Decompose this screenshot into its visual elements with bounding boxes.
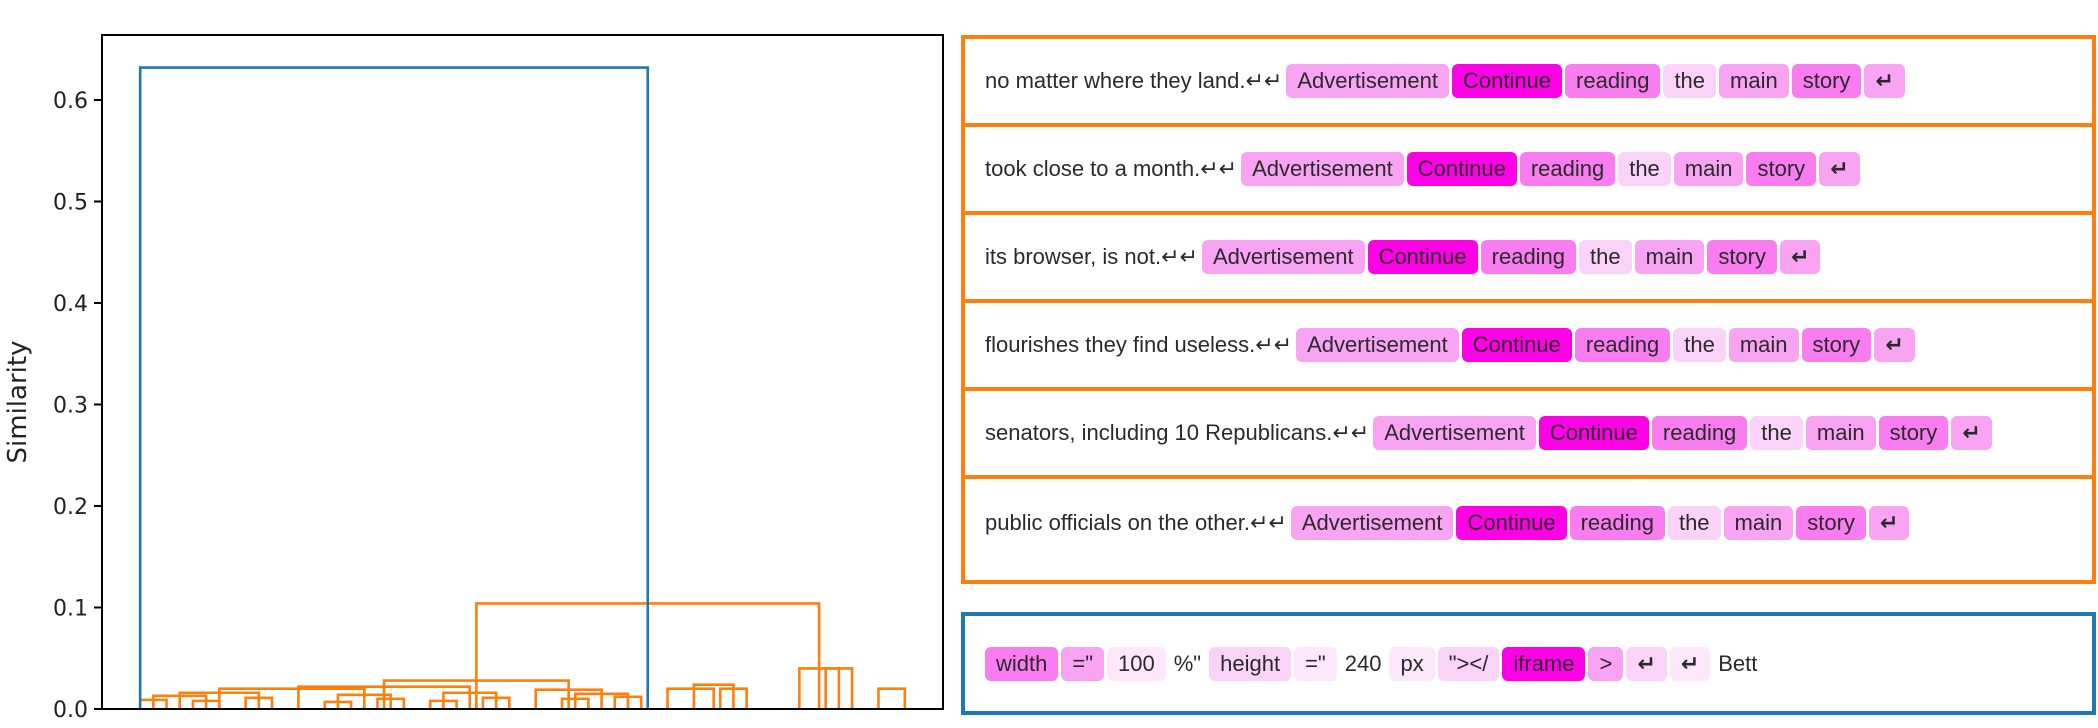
dendrogram-link [666, 687, 715, 709]
token-chip: story [1801, 328, 1872, 362]
token-chip: height [1209, 646, 1292, 681]
text-snippet-row: no matter where they land.↵↵ Advertisemen… [965, 39, 2092, 127]
text-snippet-row: senators, including 10 Republicans.↵↵ Adv… [965, 391, 2092, 479]
token-chip: reading [1480, 240, 1577, 274]
token-chip: reading [1651, 416, 1748, 450]
token-chip: Advertisement [1373, 416, 1536, 450]
dendrogram-svg: 0.0 0.1 0.2 0.3 0.4 0.5 0.6 Similarity [3, 34, 944, 723]
token-chip: 240 [1344, 650, 1382, 676]
token-chip: ↵ [1864, 64, 1905, 98]
token-chip: the [1667, 506, 1721, 540]
snippet-prefix: flourishes they find useless.↵↵ [985, 332, 1293, 357]
token-chip: reading [1569, 506, 1665, 540]
text-snippet-row: its browser, is not.↵↵ Advertisement Conti… [965, 215, 2092, 303]
token-chip: ↵ [1626, 646, 1667, 681]
token-chip: the [1663, 64, 1717, 98]
dendrogram-link [692, 683, 735, 709]
token-chip: ↵ [1868, 506, 1910, 540]
token-chip: ↵ [1951, 416, 1992, 450]
token-chip: Advertisement [1290, 506, 1454, 540]
y-tick-label: 0.0 [53, 698, 88, 723]
token-chip: reading [1565, 64, 1661, 98]
token-chip: the [1673, 328, 1726, 362]
token-chip: main [1723, 506, 1794, 540]
token-chip: Continue [1461, 328, 1572, 362]
token-chip: Continue [1451, 64, 1563, 98]
y-tick-label: 0.2 [53, 495, 88, 520]
token-chip: "></ [1437, 646, 1500, 681]
y-tick-label: 0.4 [53, 292, 88, 317]
blue-cluster-panel: width =" 100 %" height =" 240 px "></iframe > ↵ ↵ Be… [961, 612, 2096, 715]
text-snippet-row: flourishes they find useless.↵↵ Advertise… [965, 303, 2092, 391]
token-chip: width [985, 646, 1059, 681]
token-chip: story [1796, 506, 1866, 540]
token-chip: ↵ [1819, 152, 1860, 186]
token-chip: %" [1173, 650, 1202, 676]
snippet-prefix: its browser, is not.↵↵ [985, 244, 1198, 269]
token-chip: story [1707, 240, 1777, 274]
token-chip: ↵ [1780, 240, 1821, 274]
token-chip: 100 [1107, 646, 1166, 681]
token-chip: main [1634, 240, 1705, 274]
snippet-prefix: no matter where they land.↵↵ [985, 68, 1283, 93]
snippet-prefix: senators, including 10 Republicans.↵↵ [985, 420, 1370, 445]
token-chip: Continue [1538, 416, 1649, 450]
token-chip: Advertisement [1241, 152, 1404, 186]
token-chip: > [1588, 646, 1624, 681]
dendrogram-link [138, 66, 650, 709]
token-chip: the [1750, 416, 1803, 450]
token-chip: =" [1061, 646, 1105, 681]
token-chip: ↵ [1669, 646, 1711, 681]
dendrogram-chart: 0.0 0.1 0.2 0.3 0.4 0.5 0.6 Similarity [0, 0, 960, 728]
y-tick-label: 0.5 [53, 191, 88, 216]
y-axis-label: Similarity [3, 341, 33, 464]
token-chip: story [1746, 152, 1817, 186]
y-tick-label: 0.3 [53, 394, 88, 419]
token-chip: Continue [1456, 506, 1567, 540]
text-snippet-row: width =" 100 %" height =" 240 px "></iframe > ↵ ↵ Be… [965, 616, 2092, 711]
text-snippet-row: public officials on the other.↵↵ Advertis… [965, 479, 2092, 567]
token-chip: story [1878, 416, 1949, 450]
text-snippet-row: took close to a month.↵↵ Advertisement Con… [965, 127, 2092, 215]
token-chip: main [1728, 328, 1799, 362]
token-chip: Continue [1367, 240, 1478, 274]
token-chip: Bett [1718, 650, 1758, 676]
token-chip: the [1618, 152, 1671, 186]
token-chip: Advertisement [1286, 64, 1449, 98]
y-tick-label: 0.6 [53, 89, 88, 114]
token-chip: main [1805, 416, 1876, 450]
token-chip: reading [1574, 328, 1671, 362]
token-chip: the [1579, 240, 1632, 274]
snippet-prefix: took close to a month.↵↵ [985, 156, 1238, 181]
token-chip: main [1719, 64, 1789, 98]
token-chip: iframe [1502, 646, 1586, 681]
token-chip: =" [1294, 646, 1337, 681]
dendrogram-link [217, 687, 366, 709]
token-chip: Advertisement [1296, 328, 1459, 362]
token-chip: reading [1519, 152, 1616, 186]
token-chip: Advertisement [1201, 240, 1365, 274]
dendrogram-link [877, 687, 907, 709]
token-chip: main [1673, 152, 1744, 186]
orange-cluster-panel: no matter where they land.↵↵ Advertisemen… [961, 35, 2096, 584]
plot-frame [101, 34, 944, 710]
snippet-prefix: public officials on the other.↵↵ [985, 510, 1287, 535]
y-tick-label: 0.1 [53, 597, 88, 622]
token-chip: Continue [1406, 152, 1517, 186]
token-chip: story [1791, 64, 1862, 98]
token-chip: px [1389, 646, 1435, 681]
token-chip: ↵ [1874, 328, 1915, 362]
